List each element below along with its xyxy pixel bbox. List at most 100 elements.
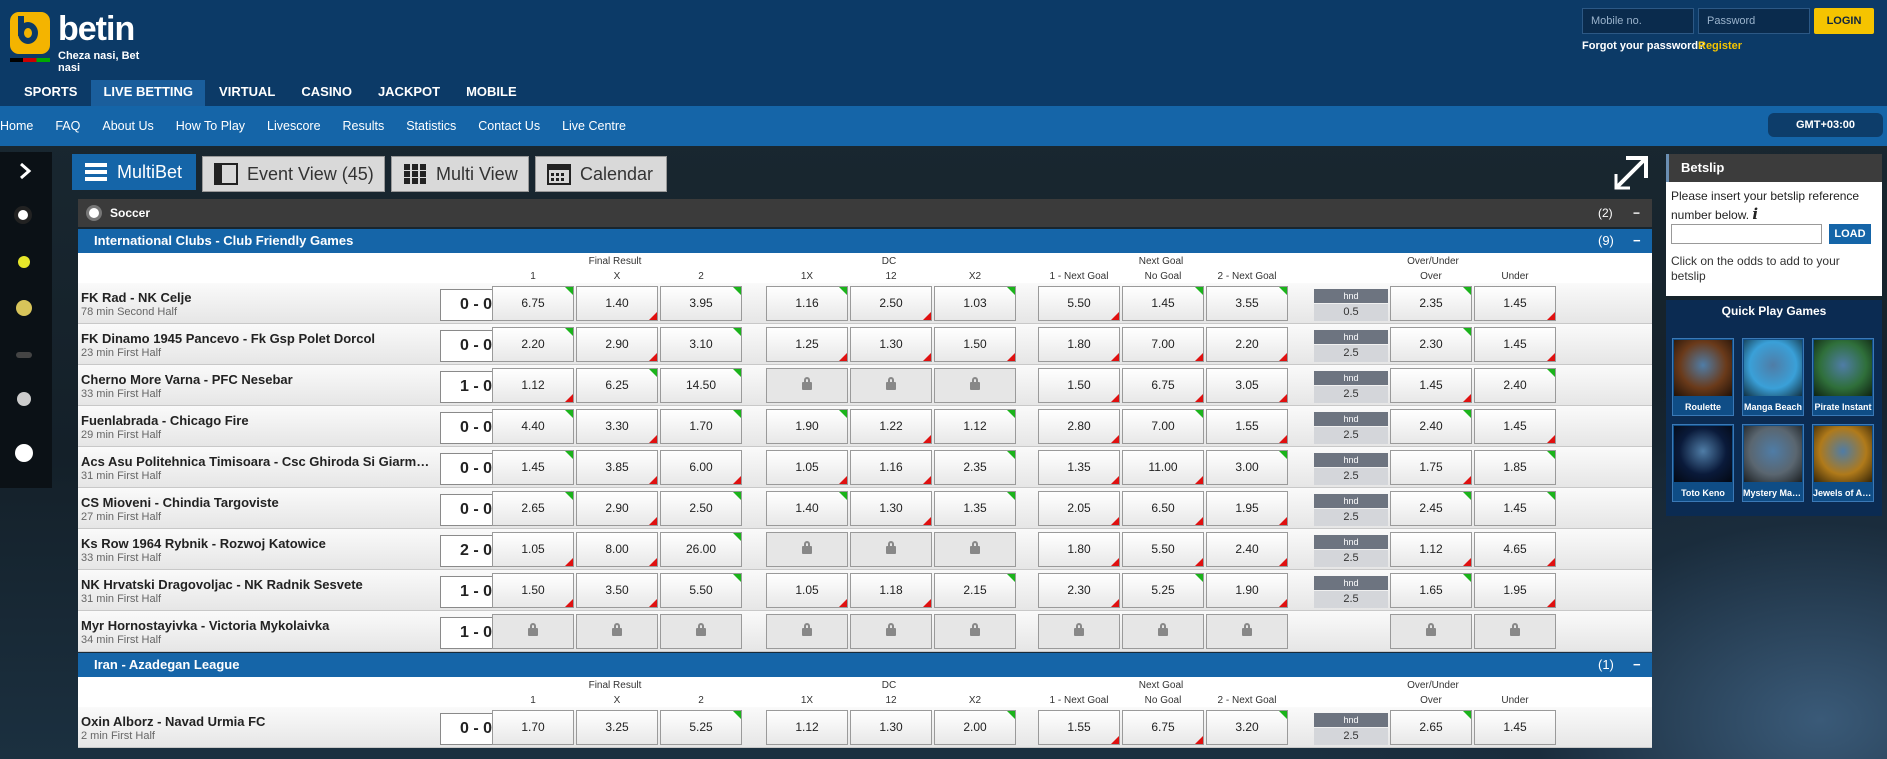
odds-next-goal[interactable]: 1.80 [1038,532,1120,567]
odds-final-result[interactable]: 5.50 [660,573,742,608]
main-nav-item-sports[interactable]: SPORTS [24,84,78,99]
odds-double-chance[interactable]: 1.22 [850,409,932,444]
odds-double-chance[interactable]: 1.35 [934,491,1016,526]
odds-over-under[interactable]: 2.35 [1390,286,1472,321]
odds-over-under[interactable]: 1.95 [1474,573,1556,608]
match-teams[interactable]: Acs Asu Politehnica Timisoara - Csc Ghir… [81,454,431,469]
odds-final-result[interactable]: 3.50 [576,573,658,608]
odds-over-under[interactable]: 2.65 [1390,710,1472,745]
match-teams[interactable]: NK Hrvatski Dragovoljac - NK Radnik Sesv… [81,577,363,592]
odds-next-goal[interactable]: 2.30 [1038,573,1120,608]
odds-final-result[interactable]: 3.85 [576,450,658,485]
sub-nav-link-statistics[interactable]: Statistics [406,119,457,133]
password-input[interactable]: Password [1698,8,1810,34]
brand-logo[interactable]: betin Cheza nasi, Bet nasi [10,10,160,74]
odds-double-chance[interactable]: 2.00 [934,710,1016,745]
odds-final-result[interactable]: 6.25 [576,368,658,403]
odds-over-under[interactable]: 1.85 [1474,450,1556,485]
odds-over-under[interactable]: 2.40 [1390,409,1472,444]
match-teams[interactable]: Ks Row 1964 Rybnik - Rozwoj Katowice [81,536,326,551]
chevron-right-icon[interactable] [16,162,34,180]
odds-final-result[interactable]: 4.40 [492,409,574,444]
betslip-reference-input[interactable] [1671,224,1822,244]
odds-double-chance[interactable]: 1.03 [934,286,1016,321]
odds-next-goal[interactable]: 7.00 [1122,409,1204,444]
main-nav-item-live-betting[interactable]: LIVE BETTING [91,80,206,106]
expand-icon[interactable] [1612,152,1650,190]
odds-next-goal[interactable]: 11.00 [1122,450,1204,485]
odds-final-result[interactable]: 1.45 [492,450,574,485]
odds-final-result[interactable]: 2.65 [492,491,574,526]
tab-multibet[interactable]: MultiBet [72,154,196,190]
odds-final-result[interactable]: 3.95 [660,286,742,321]
match-teams[interactable]: FK Rad - NK Celje [81,290,192,305]
odds-over-under[interactable]: 1.65 [1390,573,1472,608]
odds-double-chance[interactable]: 1.30 [850,327,932,362]
main-nav-item-jackpot[interactable]: JACKPOT [377,84,441,99]
odds-next-goal[interactable]: 2.80 [1038,409,1120,444]
odds-next-goal[interactable]: 5.25 [1122,573,1204,608]
odds-over-under[interactable]: 1.45 [1474,491,1556,526]
match-teams[interactable]: Myr Hornostayivka - Victoria Mykolaivka [81,618,330,633]
odds-final-result[interactable]: 26.00 [660,532,742,567]
odds-double-chance[interactable]: 1.50 [934,327,1016,362]
odds-over-under[interactable]: 1.45 [1474,327,1556,362]
forgot-password-link[interactable]: Forgot your password? [1582,40,1705,52]
odds-next-goal[interactable]: 1.95 [1206,491,1288,526]
odds-over-under[interactable]: 1.45 [1474,286,1556,321]
odds-next-goal[interactable]: 3.05 [1206,368,1288,403]
odds-next-goal[interactable]: 6.75 [1122,710,1204,745]
odds-double-chance[interactable]: 2.50 [850,286,932,321]
odds-next-goal[interactable]: 1.80 [1038,327,1120,362]
odds-next-goal[interactable]: 2.40 [1206,532,1288,567]
odds-next-goal[interactable]: 3.20 [1206,710,1288,745]
match-teams[interactable]: FK Dinamo 1945 Pancevo - Fk Gsp Polet Do… [81,331,376,346]
odds-double-chance[interactable]: 1.05 [766,573,848,608]
match-teams[interactable]: Fuenlabrada - Chicago Fire [81,413,249,428]
tab-multi-view[interactable]: Multi View [391,156,529,192]
odds-next-goal[interactable]: 2.20 [1206,327,1288,362]
odds-next-goal[interactable]: 6.50 [1122,491,1204,526]
odds-double-chance[interactable]: 1.12 [934,409,1016,444]
sub-nav-link-livescore[interactable]: Livescore [267,119,321,133]
odds-next-goal[interactable]: 7.00 [1122,327,1204,362]
odds-final-result[interactable]: 3.30 [576,409,658,444]
odds-double-chance[interactable]: 1.30 [850,710,932,745]
odds-next-goal[interactable]: 2.05 [1038,491,1120,526]
match-teams[interactable]: Oxin Alborz - Navad Urmia FC [81,714,266,729]
mobile-input[interactable]: Mobile no. [1582,8,1694,34]
odds-over-under[interactable]: 2.40 [1474,368,1556,403]
sub-nav-link-live-centre[interactable]: Live Centre [562,119,627,133]
odds-double-chance[interactable]: 1.16 [850,450,932,485]
game-tile-jewels-of-an[interactable]: Jewels of An... [1812,424,1874,502]
register-link[interactable]: Register [1698,40,1743,52]
odds-next-goal[interactable]: 1.45 [1122,286,1204,321]
odds-final-result[interactable]: 1.70 [660,409,742,444]
odds-final-result[interactable]: 6.75 [492,286,574,321]
collapse-icon[interactable]: − [1633,657,1641,672]
tab-calendar[interactable]: Calendar [535,156,667,192]
collapse-icon[interactable]: − [1633,233,1641,248]
odds-double-chance[interactable]: 1.18 [850,573,932,608]
timezone-button[interactable]: GMT+03:00 [1768,113,1883,137]
main-nav-item-virtual[interactable]: VIRTUAL [219,84,276,99]
sub-nav-link-faq[interactable]: FAQ [55,119,81,133]
league-header[interactable]: International Clubs - Club Friendly Game… [78,229,1652,253]
game-tile-pirate-instant[interactable]: Pirate Instant [1812,338,1874,416]
league-header[interactable]: Iran - Azadegan League (1) − [78,653,1652,677]
odds-double-chance[interactable]: 1.12 [766,710,848,745]
odds-final-result[interactable]: 14.50 [660,368,742,403]
odds-final-result[interactable]: 1.70 [492,710,574,745]
odds-final-result[interactable]: 1.50 [492,573,574,608]
odds-final-result[interactable]: 2.20 [492,327,574,362]
cricket-ball-icon[interactable] [15,444,33,462]
odds-final-result[interactable]: 1.12 [492,368,574,403]
odds-over-under[interactable]: 1.12 [1390,532,1472,567]
game-tile-mystery-man[interactable]: Mystery Man... [1742,424,1804,502]
odds-double-chance[interactable]: 1.05 [766,450,848,485]
odds-next-goal[interactable]: 6.75 [1122,368,1204,403]
odds-final-result[interactable]: 2.90 [576,491,658,526]
odds-over-under[interactable]: 1.45 [1474,710,1556,745]
odds-next-goal[interactable]: 3.55 [1206,286,1288,321]
tab-event-view[interactable]: Event View (45) [202,156,385,192]
